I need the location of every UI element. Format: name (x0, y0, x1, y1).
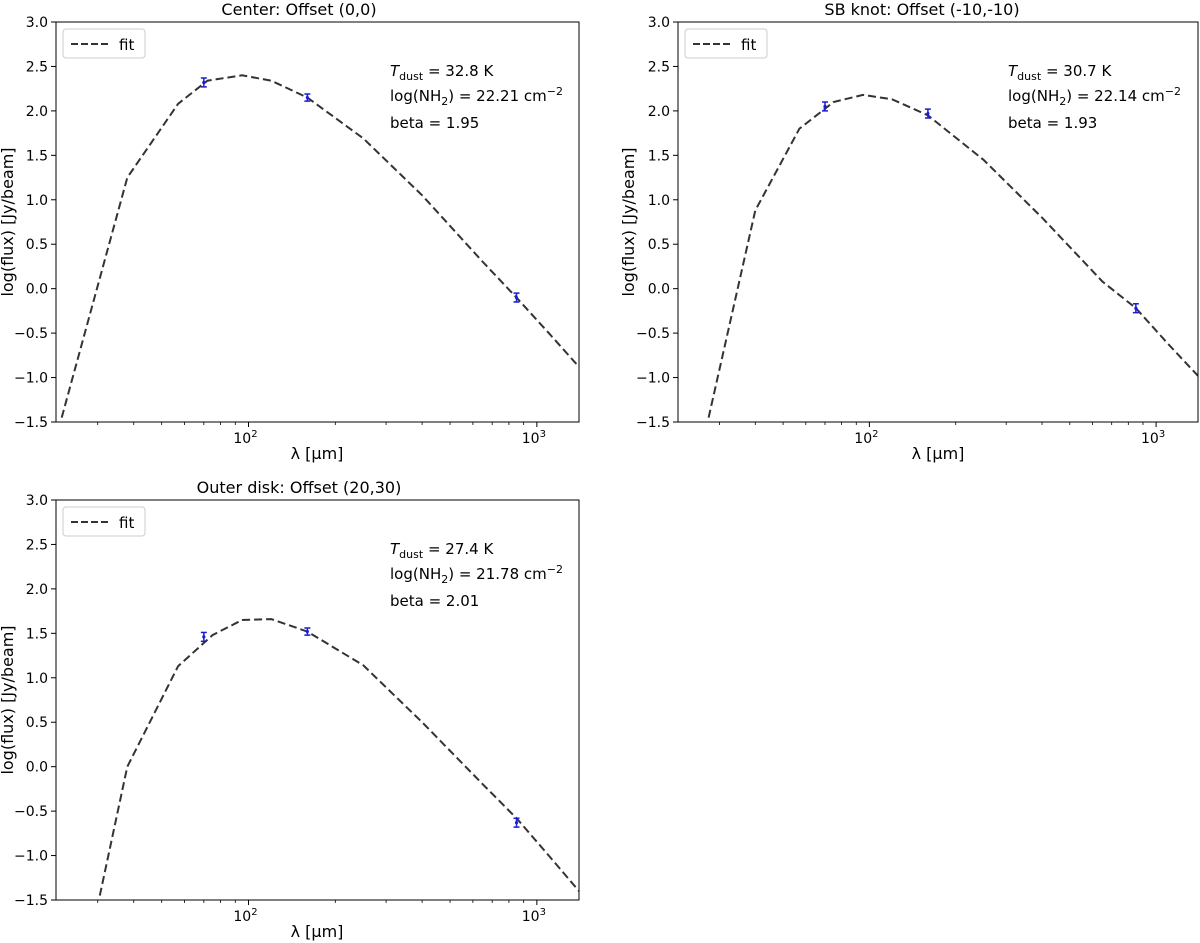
y-tick-label: 3.0 (26, 493, 48, 509)
y-tick-label: 0.0 (26, 282, 48, 298)
data-point (1132, 303, 1139, 314)
annotation-beta: beta = 1.95 (390, 114, 479, 132)
x-axis-label: λ [μm] (291, 922, 344, 941)
y-tick-label: 0.0 (648, 282, 670, 298)
y-tick-label: −1.5 (636, 415, 670, 431)
y-tick-label: 1.0 (26, 671, 48, 687)
legend: fit (62, 28, 146, 59)
data-point (821, 101, 828, 112)
y-tick-label: 1.5 (26, 148, 48, 164)
y-axis-label: log(flux) [Jy/beam] (0, 625, 17, 774)
annotation-beta: beta = 1.93 (1008, 114, 1097, 132)
x-tick-label: 103 (1141, 429, 1165, 447)
y-tick-label: 1.5 (648, 148, 670, 164)
y-axis-label: log(flux) [Jy/beam] (619, 147, 638, 296)
x-tick-label: 102 (854, 429, 878, 447)
annotation-column-density: log(NH2) = 22.21 cm−2 (390, 85, 563, 108)
data-point (200, 77, 207, 88)
y-tick-label: −1.0 (14, 371, 48, 387)
legend-label: fit (119, 36, 134, 54)
data-point (513, 292, 520, 303)
y-tick-label: −0.5 (636, 326, 670, 342)
y-tick-label: 1.0 (648, 193, 670, 209)
fit-curve (707, 93, 1198, 418)
plot-content: −1.5 −1.0 −0.5 0.0 0.5 1.0 1.5 2.0 2.5 3.0 102 103 (14, 493, 579, 925)
data-point (513, 817, 520, 828)
fit-curve (60, 74, 579, 418)
plot-frame (55, 21, 580, 423)
y-tick-label: 2.5 (26, 537, 48, 553)
data-point (924, 108, 931, 119)
data-point (200, 631, 207, 643)
y-tick-label: 0.0 (26, 760, 48, 776)
y-axis-label: log(flux) [Jy/beam] (0, 147, 17, 296)
y-tick-label: 2.5 (26, 59, 48, 75)
annotation-column-density: log(NH2) = 22.14 cm−2 (1008, 85, 1181, 108)
fit-curve (98, 618, 579, 896)
y-tick-label: 0.5 (648, 237, 670, 253)
plot-frame (677, 21, 1199, 423)
x-tick-label: 102 (233, 429, 257, 447)
y-tick-label: 2.0 (648, 104, 670, 120)
annotation-tdust: Tdust = 27.4 K (390, 540, 494, 561)
annotation-column-density: log(NH2) = 21.78 cm−2 (390, 563, 563, 586)
x-tick-label: 102 (233, 907, 257, 925)
annotation-tdust: Tdust = 32.8 K (390, 62, 494, 83)
y-tick-label: 2.0 (26, 104, 48, 120)
y-tick-label: 3.0 (26, 15, 48, 31)
x-tick-label: 103 (522, 429, 546, 447)
y-tick-label: 1.0 (26, 193, 48, 209)
plot-content: −1.5 −1.0 −0.5 0.0 0.5 1.0 1.5 2.0 2.5 3.0 102 103 (636, 15, 1198, 447)
data-point (304, 93, 311, 102)
y-tick-label: −0.5 (14, 326, 48, 342)
y-tick-label: −1.0 (14, 849, 48, 865)
y-tick-label: 2.5 (648, 59, 670, 75)
plot-content: −1.5 −1.0 −0.5 0.0 0.5 1.0 1.5 2.0 2.5 3.0 102 103 (14, 15, 579, 447)
x-axis-label: λ [μm] (912, 444, 965, 463)
fit-annotations: Tdust = 27.4 K log(NH2) = 21.78 cm−2 bet… (390, 540, 563, 610)
legend-label: fit (119, 514, 134, 532)
x-tick-label: 103 (522, 907, 546, 925)
y-tick-label: 1.5 (26, 626, 48, 642)
x-label-lambda: λ [μm] (291, 922, 344, 941)
panel-title: Outer disk: Offset (20,30) (197, 478, 402, 497)
x-label-lambda: λ [μm] (291, 444, 344, 463)
y-tick-label: −1.5 (14, 415, 48, 431)
legend: fit (62, 506, 146, 537)
y-tick-label: −1.0 (636, 371, 670, 387)
y-tick-label: −0.5 (14, 804, 48, 820)
plot-frame (55, 499, 580, 901)
panel-title: SB knot: Offset (-10,-10) (824, 0, 1019, 19)
y-tick-label: 3.0 (648, 15, 670, 31)
legend: fit (684, 28, 768, 59)
annotation-beta: beta = 2.01 (390, 592, 479, 610)
y-tick-label: 0.5 (26, 715, 48, 731)
panel-center: Center: Offset (0,0) −1.5 −1.0 −0.5 0.0 0.5 1… (0, 0, 580, 463)
y-tick-label: 0.5 (26, 237, 48, 253)
y-tick-label: 2.0 (26, 582, 48, 598)
fit-annotations: Tdust = 30.7 K log(NH2) = 22.14 cm−2 bet… (1008, 62, 1181, 132)
legend-label: fit (741, 36, 756, 54)
x-axis-label: λ [μm] (291, 444, 344, 463)
panel-title: Center: Offset (0,0) (221, 0, 376, 19)
fit-annotations: Tdust = 32.8 K log(NH2) = 22.21 cm−2 bet… (390, 62, 563, 132)
panel-outer-disk: Outer disk: Offset (20,30) −1.5 −1.0 −0.5 0… (0, 478, 580, 941)
annotation-tdust: Tdust = 30.7 K (1008, 62, 1112, 83)
data-point (304, 627, 311, 636)
x-label-lambda: λ [μm] (912, 444, 965, 463)
panel-sb-knot: SB knot: Offset (-10,-10) −1.5 −1.0 −0.5 0.… (619, 0, 1199, 463)
y-tick-label: −1.5 (14, 893, 48, 909)
